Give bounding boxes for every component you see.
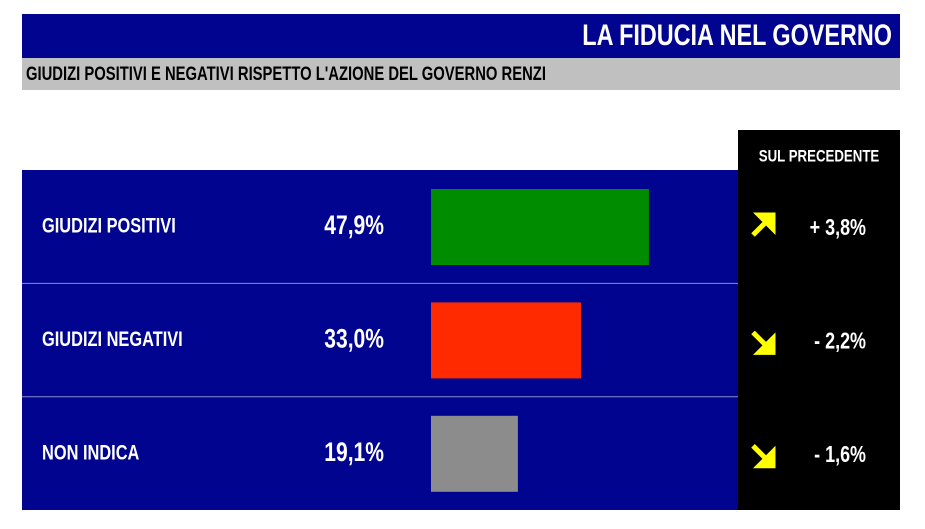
bar: [431, 302, 582, 379]
change-arrow: [751, 212, 776, 237]
category-label: NON INDICA: [42, 440, 140, 463]
category-label: GIUDIZI NEGATIVI: [42, 327, 183, 350]
title-banner: [22, 14, 900, 58]
change-label: + 3,8%: [810, 215, 866, 241]
change-header: SUL PRECEDENTE: [759, 147, 880, 166]
value-label: 47,9%: [324, 211, 384, 241]
change-label: - 2,2%: [814, 328, 866, 354]
value-label: 19,1%: [324, 438, 384, 468]
change-column: [738, 130, 900, 510]
change-arrow: [751, 330, 776, 355]
bar: [431, 415, 518, 492]
value-label: 33,0%: [324, 324, 384, 354]
change-label: - 1,6%: [814, 442, 866, 468]
subtitle-banner: [22, 58, 900, 90]
chart-subtitle: GIUDIZI POSITIVI E NEGATIVI RISPETTO L'A…: [26, 63, 546, 84]
bar: [431, 189, 649, 265]
change-arrow: [751, 444, 776, 469]
category-label: GIUDIZI POSITIVI: [42, 214, 176, 237]
chart-title: LA FIDUCIA NEL GOVERNO: [582, 18, 892, 51]
